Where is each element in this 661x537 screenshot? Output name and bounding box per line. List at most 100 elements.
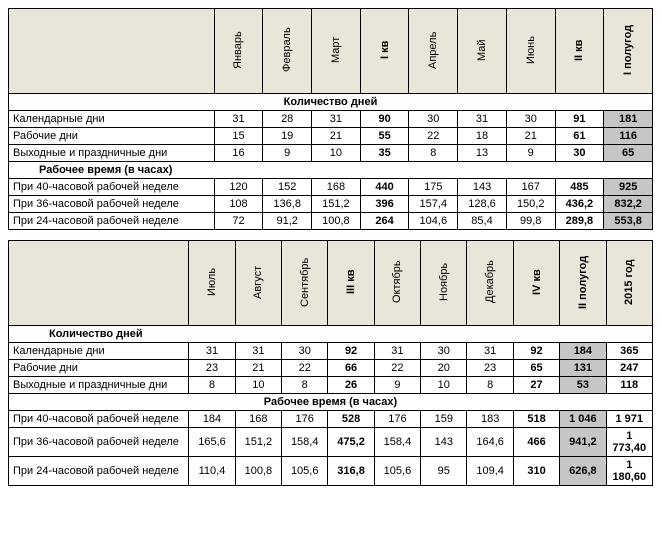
data-cell: 92 [328,343,374,360]
data-cell: 143 [421,428,467,457]
data-cell: 475,2 [328,428,374,457]
data-cell: 518 [513,411,559,428]
data-cell: 15 [214,128,263,145]
data-cell: 175 [409,179,458,196]
data-cell: 128,6 [458,196,507,213]
data-cell: 466 [513,428,559,457]
data-cell: 167 [506,179,555,196]
col-header: Сентябрь [282,241,328,326]
col-header: III кв [328,241,374,326]
data-cell: 104,6 [409,213,458,230]
col-header: Ноябрь [421,241,467,326]
col-header: Октябрь [374,241,420,326]
data-cell: 440 [360,179,409,196]
data-cell: 20 [421,360,467,377]
header-corner [9,241,189,326]
data-cell: 184 [189,411,235,428]
data-cell: 90 [360,111,409,128]
data-cell: 151,2 [235,428,281,457]
data-cell: 55 [360,128,409,145]
data-cell: 553,8 [604,213,653,230]
data-cell: 92 [513,343,559,360]
data-cell: 53 [560,377,606,394]
data-cell: 110,4 [189,457,235,486]
col-header: Май [458,9,507,94]
col-header: Август [235,241,281,326]
row-label: При 40-часовой рабочей неделе [9,179,215,196]
data-cell: 30 [282,343,328,360]
data-cell: 65 [513,360,559,377]
col-header: II кв [555,9,604,94]
data-cell: 116 [604,128,653,145]
data-cell: 264 [360,213,409,230]
data-cell: 105,6 [374,457,420,486]
data-cell: 159 [421,411,467,428]
data-cell: 131 [560,360,606,377]
data-cell: 105,6 [282,457,328,486]
data-cell: 30 [421,343,467,360]
col-header: Июнь [506,9,555,94]
data-cell: 626,8 [560,457,606,486]
data-cell: 27 [513,377,559,394]
data-cell: 152 [263,179,312,196]
data-cell: 31 [458,111,507,128]
data-cell: 91,2 [263,213,312,230]
col-header: Апрель [409,9,458,94]
data-cell: 157,4 [409,196,458,213]
col-header: Март [312,9,361,94]
col-header: I полугод [604,9,653,94]
data-cell: 120 [214,179,263,196]
data-cell: 28 [263,111,312,128]
data-cell: 30 [409,111,458,128]
col-header: I кв [360,9,409,94]
col-header: Декабрь [467,241,513,326]
data-cell: 136,8 [263,196,312,213]
data-cell: 61 [555,128,604,145]
data-cell: 143 [458,179,507,196]
data-cell: 19 [263,128,312,145]
col-header: Июль [189,241,235,326]
data-cell: 13 [458,145,507,162]
data-cell: 528 [328,411,374,428]
data-cell: 10 [235,377,281,394]
data-cell: 485 [555,179,604,196]
data-cell: 181 [604,111,653,128]
data-cell: 316,8 [328,457,374,486]
row-label: Календарные дни [9,343,189,360]
data-cell: 8 [467,377,513,394]
col-header: IV кв [513,241,559,326]
data-cell: 16 [214,145,263,162]
data-cell: 168 [235,411,281,428]
row-label: Выходные и праздничные дни [9,377,189,394]
data-cell: 158,4 [374,428,420,457]
data-cell: 158,4 [282,428,328,457]
data-cell: 31 [312,111,361,128]
row-label: При 36-часовой рабочей неделе [9,428,189,457]
data-cell: 85,4 [458,213,507,230]
data-cell: 247 [606,360,652,377]
data-cell: 91 [555,111,604,128]
section-title-days: Количество дней [9,94,653,111]
data-cell: 436,2 [555,196,604,213]
data-cell: 1 046 [560,411,606,428]
data-cell: 1 180,60 [606,457,652,486]
data-cell: 30 [555,145,604,162]
data-cell: 21 [235,360,281,377]
data-cell: 23 [467,360,513,377]
data-cell: 66 [328,360,374,377]
col-header: Январь [214,9,263,94]
data-cell: 72 [214,213,263,230]
data-cell: 18 [458,128,507,145]
data-cell: 1 773,40 [606,428,652,457]
data-cell: 108 [214,196,263,213]
data-cell: 9 [374,377,420,394]
data-cell: 10 [421,377,467,394]
calendar-table-first-half: ЯнварьФевральМартI квАпрельМайИюньII квI… [8,8,653,230]
row-label: Календарные дни [9,111,215,128]
header-corner [9,9,215,94]
data-cell: 9 [263,145,312,162]
data-cell: 26 [328,377,374,394]
data-cell: 99,8 [506,213,555,230]
data-cell: 21 [312,128,361,145]
col-header: Февраль [263,9,312,94]
